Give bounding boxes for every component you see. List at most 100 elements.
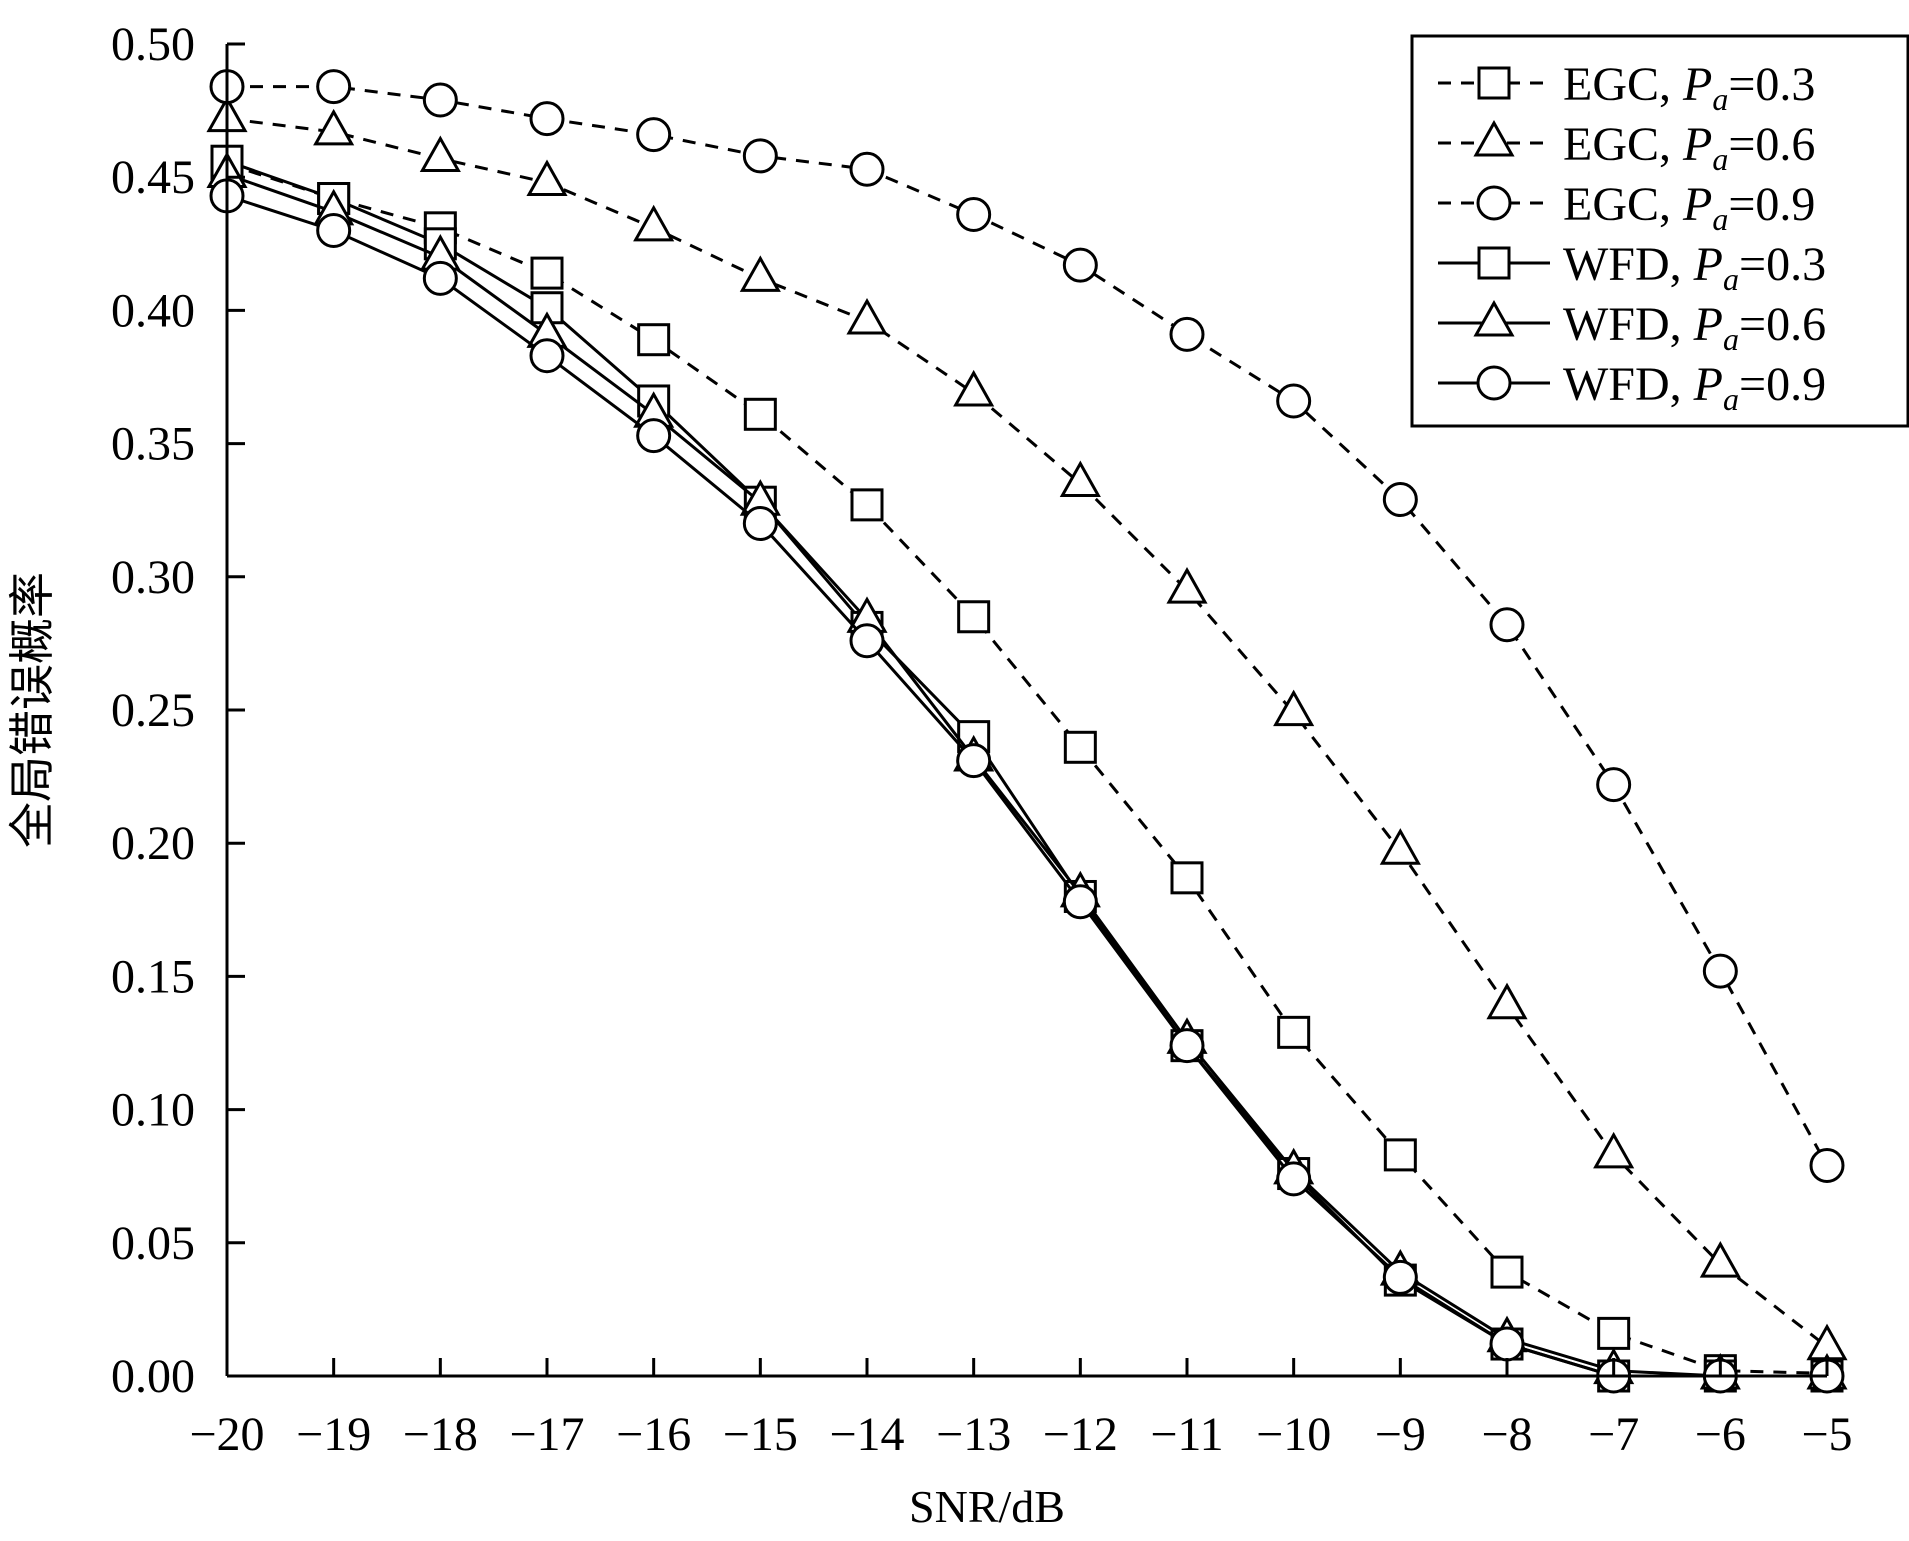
legend-label: EGC, Pa=0.6	[1563, 118, 1815, 177]
x-tick-label: −16	[616, 1408, 691, 1461]
y-tick-label: 0.10	[111, 1084, 195, 1137]
circle-marker	[1062, 247, 1098, 283]
legend-item: WFD, Pa=0.6	[1438, 298, 1826, 357]
y-tick-label: 0.40	[111, 284, 195, 337]
x-tick-label: −18	[403, 1408, 478, 1461]
triangle-marker	[846, 297, 888, 335]
circle-marker	[1596, 767, 1632, 803]
circle-marker	[956, 196, 992, 232]
circle-marker	[956, 743, 992, 779]
series-2	[206, 95, 1848, 1361]
triangle-marker	[1486, 982, 1528, 1020]
triangle-marker	[1593, 1131, 1635, 1169]
x-axis-label: SNR/dB	[909, 1481, 1065, 1532]
y-tick-label: 0.50	[111, 18, 195, 71]
square-marker	[1477, 66, 1511, 100]
legend-item: WFD, Pa=0.3	[1438, 238, 1826, 297]
series-6	[209, 178, 1845, 1394]
circle-marker	[1809, 1148, 1845, 1184]
y-tick-label: 0.30	[111, 551, 195, 604]
circle-marker	[1489, 607, 1525, 643]
square-marker	[530, 256, 564, 290]
x-tick-label: −19	[296, 1408, 371, 1461]
triangle-marker	[313, 108, 355, 146]
legend-label: EGC, Pa=0.9	[1563, 178, 1815, 237]
legend-label: WFD, Pa=0.3	[1563, 238, 1826, 297]
series-layer	[206, 69, 1848, 1394]
circle-marker	[1476, 365, 1512, 401]
circle-marker	[849, 623, 885, 659]
x-tick-label: −5	[1801, 1408, 1852, 1461]
circle-marker	[636, 418, 672, 454]
circle-marker	[1382, 482, 1418, 518]
triangle-marker	[1059, 460, 1101, 498]
circle-marker	[849, 151, 885, 187]
circle-marker	[1062, 884, 1098, 920]
legend-item: WFD, Pa=0.9	[1438, 358, 1826, 417]
x-tick-label: −8	[1481, 1408, 1532, 1461]
legend-box	[1410, 34, 1909, 428]
circle-marker	[1276, 1161, 1312, 1197]
circle-marker	[529, 101, 565, 137]
circle-marker	[1276, 383, 1312, 419]
x-tick-label: −20	[189, 1408, 264, 1461]
y-tick-label: 0.05	[111, 1217, 195, 1270]
y-tick-label: 0.20	[111, 817, 195, 870]
circle-marker	[1169, 1028, 1205, 1064]
x-tick-label: −12	[1043, 1408, 1118, 1461]
legend-item: EGC, Pa=0.3	[1438, 58, 1815, 117]
square-marker	[1170, 861, 1204, 895]
x-tick-label: −6	[1695, 1408, 1746, 1461]
triangle-marker	[1699, 1241, 1741, 1278]
x-tick-label: −15	[723, 1408, 798, 1461]
circle-marker	[1489, 1326, 1525, 1362]
y-tick-label: 0.35	[111, 418, 195, 471]
triangle-marker	[419, 135, 461, 173]
legend-label: EGC, Pa=0.3	[1563, 58, 1815, 117]
circle-marker	[1702, 953, 1738, 989]
x-tick-label: −11	[1150, 1408, 1223, 1461]
triangle-marker	[1473, 119, 1515, 157]
triangle-marker	[526, 159, 568, 197]
square-marker	[637, 323, 671, 357]
circle-marker	[422, 82, 458, 118]
square-marker	[1063, 730, 1097, 764]
square-marker	[1597, 1316, 1631, 1350]
circle-marker	[316, 69, 352, 105]
y-tick-label: 0.25	[111, 684, 195, 737]
circle-marker	[1169, 316, 1205, 352]
circle-marker	[1382, 1259, 1418, 1295]
series-line	[226, 117, 1828, 1348]
legend-item: EGC, Pa=0.6	[1438, 118, 1815, 177]
square-marker	[850, 488, 884, 522]
y-tick-label: 0.15	[111, 950, 195, 1003]
square-marker	[743, 397, 777, 431]
circle-marker	[742, 138, 778, 174]
y-tick-label: 0.00	[111, 1350, 195, 1403]
x-tick-label: −13	[936, 1408, 1011, 1461]
legend-label: WFD, Pa=0.6	[1563, 298, 1826, 357]
triangle-marker	[1166, 567, 1208, 604]
triangle-marker	[953, 369, 995, 407]
x-tick-label: −9	[1375, 1408, 1426, 1461]
square-marker	[957, 600, 991, 634]
ticks-layer: −20 −19 −18 −17 −16 −15 −14 −13 −12 −11 −10 −9 −8 −7 −…	[111, 18, 1853, 1461]
square-marker	[1477, 246, 1511, 280]
circle-marker	[636, 117, 672, 153]
y-axis-label: 全局错误概率	[5, 572, 59, 848]
circle-marker	[1476, 185, 1512, 221]
y-tick-label: 0.45	[111, 151, 195, 204]
series-line	[226, 194, 1827, 1378]
legend-label: WFD, Pa=0.9	[1563, 358, 1826, 417]
circle-marker	[316, 212, 352, 248]
series-line	[226, 173, 1827, 1378]
square-marker	[1277, 1015, 1311, 1049]
square-marker	[1383, 1138, 1417, 1172]
circle-marker	[742, 506, 778, 542]
x-tick-label: −10	[1256, 1408, 1331, 1461]
circle-marker	[422, 260, 458, 296]
x-tick-label: −7	[1588, 1408, 1639, 1461]
triangle-marker	[739, 255, 781, 292]
